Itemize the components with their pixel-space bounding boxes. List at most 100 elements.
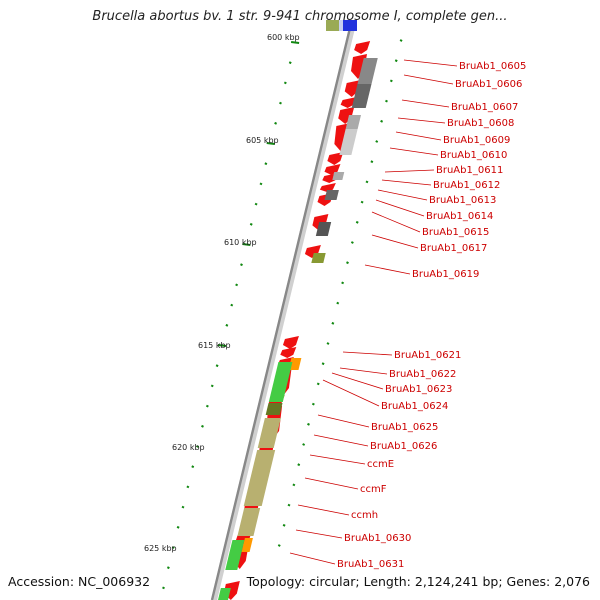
leader-line xyxy=(289,552,336,565)
tick-outer xyxy=(389,79,393,83)
tick-inner xyxy=(176,525,180,529)
cds-arrow xyxy=(304,245,321,258)
gene-label: ccmh xyxy=(351,510,378,521)
leader-line xyxy=(339,367,388,375)
leader-line xyxy=(342,351,393,356)
leader-line xyxy=(322,379,380,407)
tick-outer xyxy=(302,443,306,446)
leader-line xyxy=(381,179,432,186)
tick-inner xyxy=(290,41,300,44)
cds-arrow xyxy=(338,107,355,124)
gene-label: BruAb1_0625 xyxy=(371,422,438,433)
tick-outer xyxy=(326,342,330,345)
gene-label: BruAb1_0619 xyxy=(412,269,479,280)
gene-label: BruAb1_0621 xyxy=(394,350,461,361)
leader-line xyxy=(309,454,366,465)
gray-feature xyxy=(332,172,345,180)
tick-inner xyxy=(210,384,214,388)
leader-line xyxy=(395,131,442,141)
leader-line xyxy=(403,74,454,85)
gene-label: BruAb1_0617 xyxy=(420,243,487,254)
leader-line xyxy=(375,199,425,217)
kbp-label: 610 kbp xyxy=(224,238,257,247)
leader-line xyxy=(331,372,384,390)
tick-outer xyxy=(365,180,369,184)
tick-marks xyxy=(162,39,403,590)
tick-inner xyxy=(240,263,243,267)
chromosome-backbone xyxy=(210,27,355,600)
tick-outer xyxy=(336,301,340,305)
orange-feature xyxy=(288,358,302,370)
tick-outer xyxy=(394,59,398,63)
green-feature xyxy=(217,588,231,600)
leader-line xyxy=(313,434,369,447)
leader-line xyxy=(371,234,419,249)
genome-summary: Topology: circular; Length: 2,124,241 bp… xyxy=(246,574,590,589)
kbp-label: 615 kbp xyxy=(198,341,231,350)
label-leaders xyxy=(289,59,458,565)
tick-inner xyxy=(249,222,253,226)
cds-arrow xyxy=(319,183,336,192)
green-feature xyxy=(225,540,245,570)
tick-outer xyxy=(321,362,325,366)
kbp-label: 600 kbp xyxy=(267,33,300,42)
tick-inner xyxy=(230,303,234,307)
tick-outer xyxy=(292,483,296,487)
gene-label: BruAb1_0614 xyxy=(426,211,493,222)
leader-line xyxy=(371,211,421,233)
tick-inner xyxy=(266,142,275,145)
gray-feature xyxy=(357,58,378,84)
olive-feature xyxy=(237,508,261,536)
leader-line xyxy=(295,529,343,539)
leader-line xyxy=(377,189,428,201)
gene-label: BruAb1_0605 xyxy=(459,61,526,72)
tick-inner xyxy=(259,182,263,186)
tick-outer xyxy=(307,422,310,426)
leader-line xyxy=(364,264,411,275)
tick-inner xyxy=(162,586,165,590)
cds-arrow xyxy=(354,41,371,54)
olive-feature xyxy=(257,418,281,448)
gray-feature xyxy=(315,222,332,236)
tick-outer xyxy=(399,39,403,42)
tick-inner xyxy=(274,121,278,125)
gene-label: BruAb1_0606 xyxy=(455,79,522,90)
leader-line xyxy=(317,414,370,428)
gene-label: BruAb1_0607 xyxy=(451,102,518,113)
tick-outer xyxy=(277,544,281,547)
green-feature xyxy=(268,362,293,402)
gene-label: BruAb1_0610 xyxy=(440,150,507,161)
kbp-label: 625 kbp xyxy=(144,544,177,553)
gray-feature xyxy=(351,84,372,108)
tick-outer xyxy=(385,99,388,103)
accession-text: Accession: NC_006932 xyxy=(8,574,151,589)
tick-inner xyxy=(235,283,239,287)
gene-label: BruAb1_0613 xyxy=(429,195,496,206)
tick-inner xyxy=(242,243,251,246)
cds-arrow xyxy=(282,336,299,349)
olive-feature xyxy=(265,403,283,415)
tick-inner xyxy=(264,162,268,166)
tick-inner xyxy=(201,424,204,428)
tick-outer xyxy=(370,160,374,164)
tick-outer xyxy=(297,463,301,467)
gene-label: BruAb1_0623 xyxy=(385,384,452,395)
gene-label: BruAb1_0612 xyxy=(433,180,500,191)
gene-label: BruAb1_0626 xyxy=(370,441,437,452)
gene-label: BruAb1_0631 xyxy=(337,559,404,570)
cds-arrow xyxy=(327,152,344,165)
tick-outer xyxy=(287,503,291,507)
tick-outer xyxy=(360,200,364,204)
tick-inner xyxy=(288,61,292,65)
gene-label: ccmF xyxy=(360,484,387,495)
gene-label: ccmE xyxy=(367,459,394,470)
gray-feature xyxy=(324,190,339,200)
tick-inner xyxy=(166,566,170,570)
leader-line xyxy=(401,99,450,108)
cds-arrow xyxy=(351,54,368,79)
tick-outer xyxy=(282,523,286,527)
cds-arrow xyxy=(344,80,361,97)
tick-inner xyxy=(217,344,227,347)
tick-outer xyxy=(380,119,384,123)
